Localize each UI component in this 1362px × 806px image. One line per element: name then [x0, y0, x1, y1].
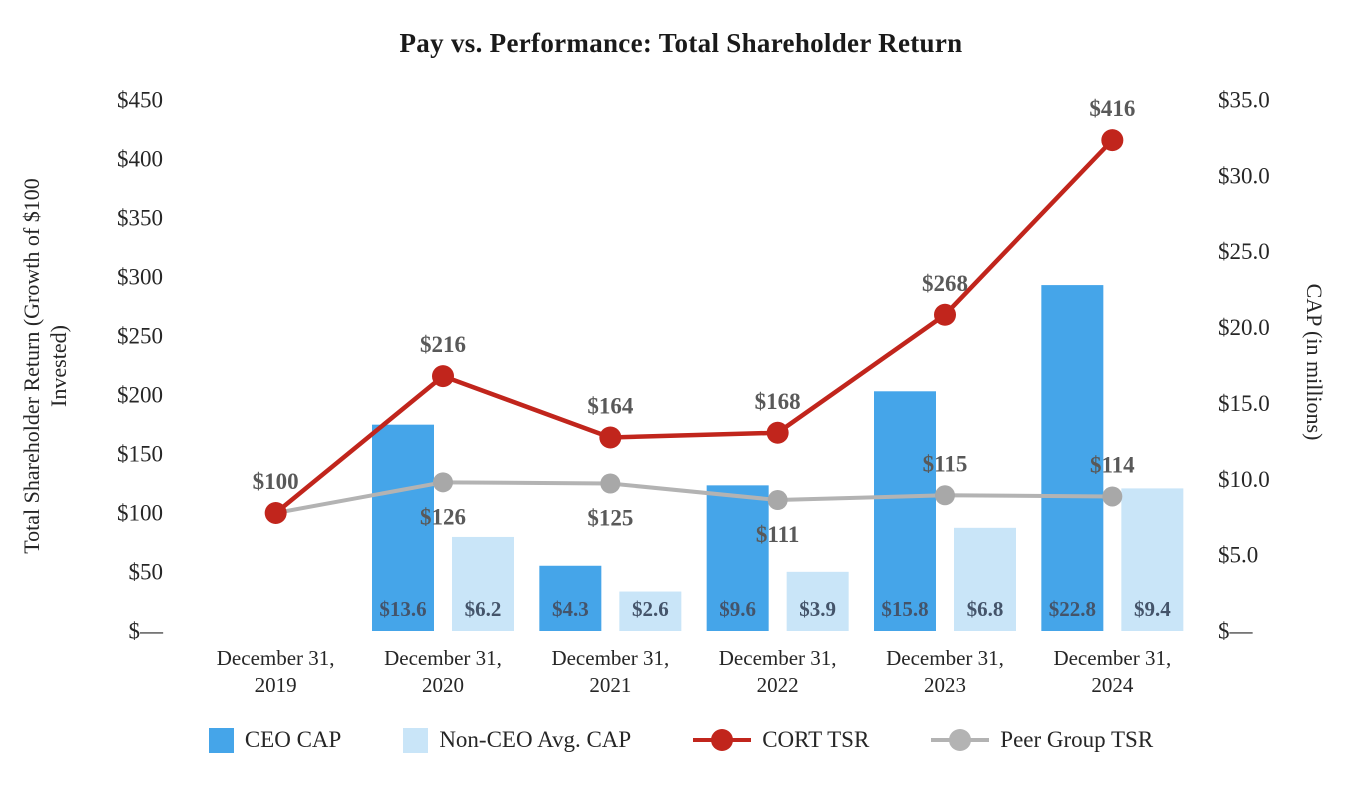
line-value-label: $111 — [756, 522, 799, 547]
bar-value-label: $22.8 — [1049, 597, 1096, 621]
left-axis-tick: $400 — [117, 147, 163, 172]
legend-item-cort-tsr: CORT TSR — [693, 727, 869, 753]
marker-peer-group-tsr — [767, 490, 788, 511]
marker-cort-tsr — [432, 365, 454, 388]
line-value-label: $125 — [587, 506, 633, 531]
marker-cort-tsr — [599, 426, 622, 449]
left-axis-title: Total Shareholder Return (Growth of $100… — [19, 178, 71, 553]
legend-item-peer-group-tsr: Peer Group TSR — [931, 727, 1153, 753]
line-cort-tsr — [274, 138, 1114, 515]
legend-label: Non-CEO Avg. CAP — [439, 727, 632, 752]
chart-legend: CEO CAP Non-CEO Avg. CAP CORT TSR Peer Grou… — [0, 727, 1362, 753]
peer-group-tsr-line-swatch-icon — [931, 727, 990, 753]
right-axis-tick: $10.0 — [1218, 467, 1270, 492]
marker-cort-tsr — [1101, 129, 1124, 152]
line-value-label: $114 — [1090, 452, 1135, 477]
legend-item-ceo-cap: CEO CAP — [208, 727, 342, 753]
bar-value-label: $15.8 — [881, 597, 928, 621]
marker-peer-group-tsr — [433, 472, 453, 493]
ceo-cap-swatch-icon — [208, 727, 234, 753]
line-value-label: $100 — [253, 469, 299, 494]
bar-ceo-cap — [706, 485, 769, 631]
legend-label: Peer Group TSR — [1000, 727, 1154, 752]
non-ceo-avg-cap-swatch-icon — [403, 727, 429, 753]
left-axis-tick: $450 — [117, 88, 163, 113]
left-axis-tick: $50 — [129, 560, 164, 585]
line-value-label: $168 — [755, 389, 801, 414]
right-axis-tick: $25.0 — [1218, 239, 1270, 264]
line-value-label: $268 — [922, 271, 968, 296]
category-label: December 31, 2023 — [886, 646, 1004, 697]
bar-ceo-cap — [372, 424, 434, 631]
line-value-label: $164 — [587, 393, 634, 418]
right-axis-tick: $30.0 — [1218, 163, 1270, 188]
marker-peer-group-tsr — [600, 473, 621, 494]
left-axis-tick: $150 — [117, 442, 163, 467]
right-axis-tick: $15.0 — [1218, 391, 1270, 416]
right-axis-title: CAP (in millions) — [1302, 284, 1327, 441]
category-label: December 31, 2020 — [384, 646, 502, 697]
left-axis-tick: $250 — [117, 324, 163, 349]
bar-value-label: $9.4 — [1134, 597, 1171, 621]
line-value-label: $416 — [1089, 96, 1135, 121]
category-label: December 31, 2024 — [1053, 646, 1171, 697]
cort-tsr-line-swatch-icon — [693, 727, 752, 753]
left-axis-tick: $350 — [117, 206, 163, 231]
marker-cort-tsr — [264, 502, 287, 524]
bar-non-ceo-avg-cap — [1121, 488, 1184, 631]
bar-value-label: $6.2 — [465, 597, 502, 621]
line-value-label: $126 — [420, 504, 466, 529]
line-peer-group-tsr — [275, 480, 1113, 515]
bar-non-ceo-avg-cap — [619, 591, 682, 631]
right-axis-tick: $— — [1218, 619, 1254, 644]
category-label: December 31, 2019 — [217, 646, 335, 697]
left-axis-tick: $300 — [117, 265, 163, 290]
legend-label: CORT TSR — [762, 727, 870, 752]
marker-peer-group-tsr — [935, 485, 955, 506]
bar-ceo-cap — [1041, 285, 1104, 631]
bar-non-ceo-avg-cap — [452, 536, 514, 631]
right-axis-tick: $5.0 — [1218, 543, 1258, 568]
category-label: December 31, 2022 — [719, 646, 837, 697]
left-axis-tick: $— — [129, 619, 165, 644]
left-axis-tick: $100 — [117, 501, 163, 526]
right-axis-tick: $35.0 — [1218, 88, 1270, 113]
legend-item-non-ceo-avg-cap: Non-CEO Avg. CAP — [403, 727, 631, 753]
marker-peer-group-tsr — [1102, 486, 1123, 507]
bar-value-label: $4.3 — [552, 597, 589, 621]
category-label: December 31, 2021 — [551, 646, 669, 697]
line-value-label: $216 — [420, 332, 466, 357]
bar-non-ceo-avg-cap — [786, 571, 849, 631]
bar-value-label: $3.9 — [799, 597, 836, 621]
legend-line-marker — [949, 729, 972, 751]
bar-ceo-cap — [874, 391, 936, 631]
bar-value-label: $9.6 — [719, 597, 756, 621]
legend-line-marker — [711, 729, 734, 751]
legend-label: CEO CAP — [244, 727, 342, 752]
bar-value-label: $6.8 — [967, 597, 1004, 621]
bar-value-label: $2.6 — [632, 597, 669, 621]
right-axis-tick: $20.0 — [1218, 315, 1270, 340]
line-value-label: $115 — [923, 451, 968, 476]
bar-non-ceo-avg-cap — [954, 527, 1016, 631]
chart-title: Pay vs. Performance: Total Shareholder R… — [399, 28, 963, 58]
left-axis-tick: $200 — [117, 383, 163, 408]
bar-ceo-cap — [539, 565, 602, 631]
marker-cort-tsr — [766, 421, 789, 444]
bar-value-label: $13.6 — [379, 597, 426, 621]
marker-cort-tsr — [934, 303, 956, 326]
